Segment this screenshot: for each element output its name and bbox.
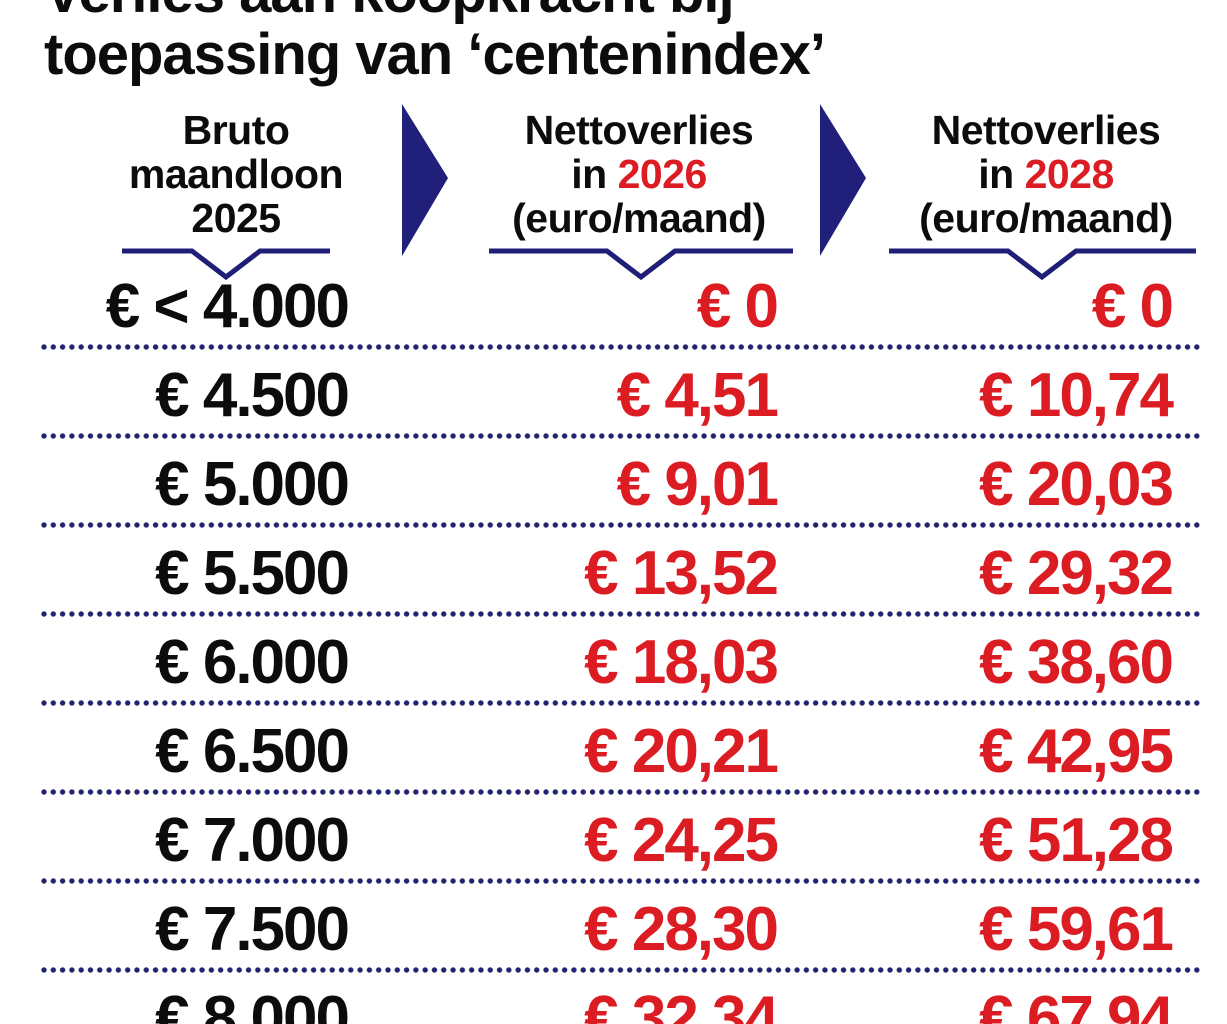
table-row: € 8.000 € 32,34 € 67,94 bbox=[0, 970, 1227, 1024]
header-line: (euro/maand) bbox=[919, 195, 1173, 241]
cell-bruto: € < 4.000 bbox=[105, 272, 350, 341]
arrow-right-icon bbox=[402, 104, 448, 256]
table-row: € 5.500 € 13,52 € 29,32 bbox=[0, 525, 1227, 618]
cell-bruto: € 7.500 bbox=[155, 895, 350, 964]
cell-nettoverlies-2026: € 9,01 bbox=[616, 450, 779, 519]
table-row: € 4.500 € 4,51 € 10,74 bbox=[0, 347, 1227, 440]
table-row: € < 4.000 € 0 € 0 bbox=[0, 258, 1227, 351]
cell-bruto: € 5.500 bbox=[155, 539, 350, 608]
header-line: (euro/maand) bbox=[512, 195, 766, 241]
year-2028-label: 2028 bbox=[1024, 151, 1115, 197]
cell-nettoverlies-2028: € 0 bbox=[1091, 272, 1174, 341]
header-line: 2025 bbox=[191, 195, 281, 241]
cell-bruto: € 7.000 bbox=[155, 806, 350, 875]
cell-nettoverlies-2026: € 28,30 bbox=[584, 895, 779, 964]
row-separator bbox=[40, 788, 1202, 796]
page-title-line1: Verlies aan koopkracht bij bbox=[44, 0, 825, 24]
table-row: € 6.000 € 18,03 € 38,60 bbox=[0, 614, 1227, 707]
table-row: € 6.500 € 20,21 € 42,95 bbox=[0, 703, 1227, 796]
column-header-nettoverlies-2028: Nettoverlies in 2028 (euro/maand) bbox=[871, 108, 1221, 240]
year-2026-label: 2026 bbox=[617, 151, 708, 197]
header-line-year: in 2028 bbox=[871, 152, 1221, 196]
row-separator bbox=[40, 432, 1202, 440]
table-body: € < 4.000 € 0 € 0 € 4.500 € 4,51 € 10,74… bbox=[0, 258, 1227, 1024]
cell-nettoverlies-2026: € 20,21 bbox=[584, 717, 779, 786]
brace-underline-icon bbox=[889, 248, 1196, 281]
row-separator bbox=[40, 877, 1202, 885]
brace-underline-icon bbox=[122, 248, 330, 281]
row-separator bbox=[40, 610, 1202, 618]
brace-underline-icon bbox=[489, 248, 793, 281]
cell-nettoverlies-2028: € 67,94 bbox=[979, 984, 1174, 1024]
column-header-bruto-maandloon: Bruto maandloon 2025 bbox=[106, 108, 366, 240]
table-row: € 7.500 € 28,30 € 59,61 bbox=[0, 881, 1227, 974]
row-separator bbox=[40, 966, 1202, 974]
cell-nettoverlies-2028: € 38,60 bbox=[979, 628, 1174, 697]
arrow-right-icon bbox=[820, 104, 866, 256]
cell-nettoverlies-2026: € 13,52 bbox=[584, 539, 779, 608]
header-line-year: in 2026 bbox=[464, 152, 814, 196]
row-separator bbox=[40, 521, 1202, 529]
cell-bruto: € 6.500 bbox=[155, 717, 350, 786]
cell-nettoverlies-2026: € 32,34 bbox=[584, 984, 779, 1024]
header-line: Nettoverlies bbox=[931, 107, 1161, 153]
cell-bruto: € 5.000 bbox=[155, 450, 350, 519]
cell-bruto: € 8.000 bbox=[155, 984, 350, 1024]
table-row: € 7.000 € 24,25 € 51,28 bbox=[0, 792, 1227, 885]
header-line: Bruto bbox=[182, 107, 290, 153]
cell-bruto: € 4.500 bbox=[155, 361, 350, 430]
page-title-line2: toepassing van ‘centenindex’ bbox=[44, 22, 826, 87]
page-title: Verlies aan koopkracht bij toepassing va… bbox=[44, 0, 826, 87]
cell-nettoverlies-2028: € 29,32 bbox=[979, 539, 1174, 608]
column-header-nettoverlies-2026: Nettoverlies in 2026 (euro/maand) bbox=[464, 108, 814, 240]
header-line: Nettoverlies bbox=[524, 107, 754, 153]
header-line: maandloon bbox=[128, 151, 344, 197]
cell-nettoverlies-2026: € 4,51 bbox=[616, 361, 779, 430]
cell-bruto: € 6.000 bbox=[155, 628, 350, 697]
cell-nettoverlies-2028: € 42,95 bbox=[979, 717, 1174, 786]
cell-nettoverlies-2026: € 18,03 bbox=[584, 628, 779, 697]
in-label: in bbox=[978, 151, 1014, 197]
row-separator bbox=[40, 343, 1202, 351]
table-row: € 5.000 € 9,01 € 20,03 bbox=[0, 436, 1227, 529]
cell-nettoverlies-2026: € 0 bbox=[696, 272, 779, 341]
cell-nettoverlies-2028: € 59,61 bbox=[979, 895, 1174, 964]
cell-nettoverlies-2028: € 10,74 bbox=[979, 361, 1174, 430]
cell-nettoverlies-2028: € 20,03 bbox=[979, 450, 1174, 519]
row-separator bbox=[40, 699, 1202, 707]
cell-nettoverlies-2026: € 24,25 bbox=[584, 806, 779, 875]
cell-nettoverlies-2028: € 51,28 bbox=[979, 806, 1174, 875]
in-label: in bbox=[571, 151, 607, 197]
